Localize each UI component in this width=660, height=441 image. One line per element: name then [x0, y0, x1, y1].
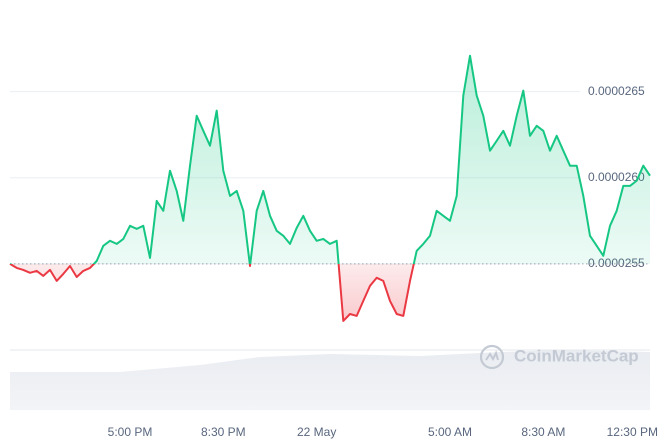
x-tick-label: 22 May [297, 425, 336, 439]
x-tick-label: 5:00 PM [108, 425, 153, 439]
volume-area [10, 350, 650, 410]
price-line [9, 54, 651, 322]
y-tick-label: 0.0000260 [588, 170, 645, 184]
watermark: CoinMarketCap [514, 346, 639, 365]
x-tick-label: 12:30 PM [607, 425, 658, 439]
watermark-logo [479, 344, 505, 370]
y-tick-label: 0.0000265 [588, 84, 645, 98]
x-tick-label: 8:30 PM [201, 425, 246, 439]
x-tick-label: 5:00 AM [428, 425, 472, 439]
x-tick-label: 8:30 AM [521, 425, 565, 439]
area-fill [10, 55, 650, 321]
